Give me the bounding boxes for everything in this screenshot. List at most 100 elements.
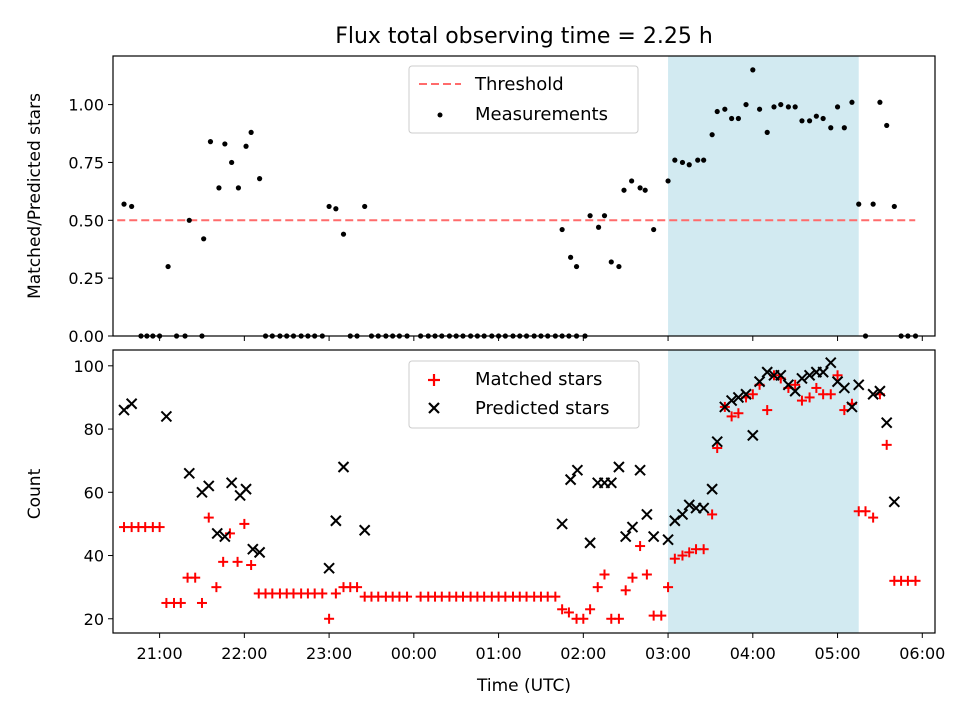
- measurement-point: [764, 129, 770, 135]
- y-tick-label: 80: [84, 420, 104, 439]
- predicted-star-point: [725, 394, 738, 407]
- predicted-star-point: [358, 524, 371, 536]
- measurement-point: [849, 99, 855, 105]
- x-tick-label: 05:00: [814, 644, 860, 663]
- measurement-point: [222, 141, 228, 147]
- matched-star-point: [881, 439, 892, 450]
- matched-star-point: [712, 443, 723, 454]
- measurement-point: [709, 132, 715, 138]
- top-panel: 0.00 0.25 0.50 0.75 1.00 Matched/Predicted s…: [25, 55, 936, 346]
- top-y-ticks: 0.00 0.25 0.50 0.75 1.00: [68, 96, 113, 346]
- measurement-point: [785, 104, 791, 110]
- predicted-star-point: [874, 385, 886, 397]
- predicted-star-point: [183, 467, 195, 480]
- predicted-star-point: [683, 499, 695, 511]
- top-plot-frame: [112, 55, 936, 337]
- predicted-star-point: [753, 375, 766, 388]
- predicted-star-point: [817, 366, 829, 378]
- predicted-stars-points: [118, 356, 901, 574]
- predicted-star-point: [825, 356, 837, 369]
- measurement-point: [207, 139, 214, 145]
- matched-star-point: [868, 512, 879, 523]
- x-tick-label: 23:00: [306, 644, 352, 663]
- matched-star-point: [669, 553, 680, 564]
- measurement-point: [165, 263, 171, 270]
- measurement-point: [637, 185, 643, 191]
- measurement-point: [257, 176, 263, 182]
- predicted-star-point: [838, 382, 851, 394]
- predicted-star-point: [747, 429, 759, 442]
- predicted-star-point: [796, 372, 808, 385]
- matched-star-point: [585, 604, 596, 615]
- measurement-point: [820, 115, 826, 122]
- predicted-star-point: [203, 480, 215, 492]
- predicted-star-point: [219, 530, 231, 543]
- measurement-point: [756, 106, 763, 112]
- measurement-point: [806, 118, 813, 124]
- legend-measurements-label: Measurements: [475, 104, 608, 125]
- measurement-point: [799, 118, 805, 124]
- matched-star-point: [832, 370, 843, 381]
- matched-star-point: [550, 591, 561, 602]
- matched-star-point: [218, 556, 229, 567]
- measurement-point: [841, 125, 847, 131]
- matched-star-point: [811, 382, 822, 393]
- measurement-point: [686, 162, 692, 168]
- matched-star-point: [317, 588, 328, 599]
- predicted-star-point: [697, 502, 710, 514]
- matched-star-point: [747, 389, 758, 400]
- legend-predicted-label: Predicted stars: [475, 398, 609, 419]
- matched-star-point: [154, 522, 165, 533]
- y-tick-label: 100: [73, 357, 104, 376]
- predicted-star-point: [706, 483, 718, 495]
- predicted-star-point: [125, 398, 138, 410]
- measurement-point: [651, 226, 657, 233]
- matched-star-point: [733, 408, 744, 419]
- y-tick-label: 20: [84, 610, 104, 629]
- matched-star-point: [663, 582, 674, 593]
- matched-star-point: [175, 597, 186, 608]
- measurement-point: [771, 104, 777, 110]
- predicted-star-point: [626, 521, 639, 533]
- measurement-point: [340, 231, 347, 237]
- predicted-star-point: [803, 369, 816, 382]
- x-tick-label: 02:00: [560, 644, 606, 663]
- measurement-point: [568, 254, 574, 260]
- predicted-star-point: [647, 530, 660, 543]
- x-tick-label: 01:00: [476, 644, 522, 663]
- matched-star-point: [232, 556, 243, 567]
- matched-star-point: [563, 607, 574, 618]
- measurement-point: [672, 157, 678, 163]
- measurement-point: [333, 206, 339, 212]
- matched-star-point: [330, 588, 341, 599]
- bottom-legend-box: [408, 360, 640, 429]
- y-tick-label: 0.50: [68, 211, 104, 230]
- matched-star-point: [613, 613, 624, 624]
- y-tick-label: 60: [84, 483, 104, 502]
- bottom-y-axis-label: Count: [25, 468, 45, 519]
- top-y-axis-label: Matched/Predicted stars: [25, 93, 45, 299]
- top-x-ticks: [159, 336, 923, 341]
- legend-matched-swatch: [428, 374, 440, 386]
- matched-star-point: [910, 575, 921, 586]
- legend-matched-label: Matched stars: [475, 369, 602, 390]
- measurement-point: [722, 106, 728, 112]
- measurement-point: [595, 224, 602, 230]
- matched-star-point: [578, 613, 589, 624]
- measurement-point: [201, 236, 207, 242]
- predicted-star-point: [846, 401, 858, 413]
- matched-star-point: [726, 411, 737, 422]
- measurement-point: [828, 125, 834, 131]
- y-tick-label: 0.75: [68, 153, 104, 172]
- matched-star-point: [211, 582, 222, 593]
- matched-star-point: [352, 582, 363, 593]
- predicted-star-point: [240, 483, 252, 495]
- measurement-point: [695, 157, 701, 163]
- y-tick-label: 40: [84, 547, 104, 566]
- measurement-point: [243, 143, 249, 149]
- matched-star-point: [641, 569, 652, 580]
- bottom-y-ticks: 20 40 60 80 100: [73, 357, 113, 629]
- y-tick-label: 0.00: [68, 327, 104, 346]
- predicted-star-point: [330, 515, 342, 527]
- measurement-point: [884, 122, 890, 129]
